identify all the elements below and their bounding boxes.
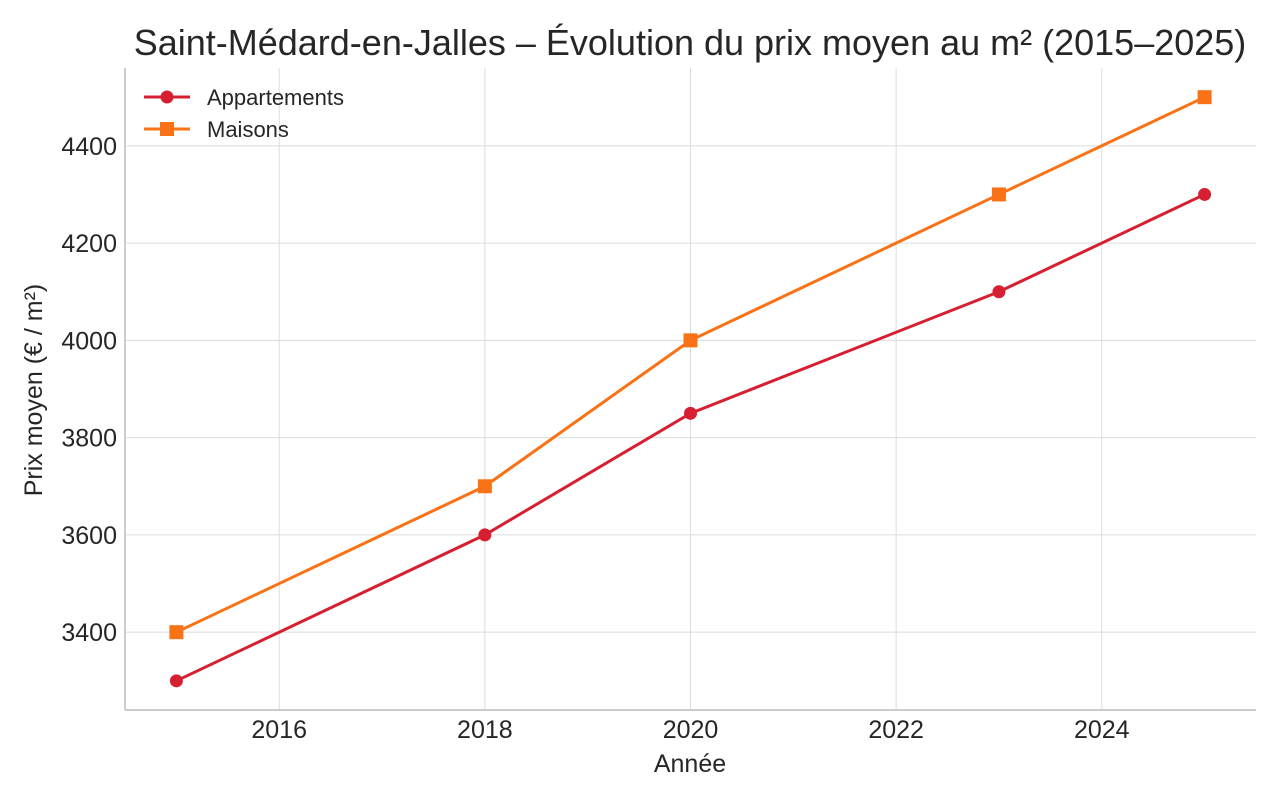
grid [125, 68, 1256, 710]
data-point [992, 285, 1006, 299]
data-point [478, 528, 492, 542]
x-tick-label: 2016 [251, 716, 307, 744]
y-tick-label: 4200 [61, 230, 117, 258]
y-tick-label: 3400 [61, 619, 117, 647]
y-axis-label: Prix moyen (€ / m²) [20, 284, 48, 497]
y-tick-label: 4000 [61, 327, 117, 355]
x-tick-label: 2018 [457, 716, 513, 744]
legend-label: Appartements [207, 85, 344, 110]
axes: 2016 2018 2020 2022 2024 3400 3600 3800 4000 4200… [61, 68, 1256, 744]
x-tick-label: 2024 [1074, 716, 1130, 744]
data-point [684, 406, 697, 420]
data-point [169, 674, 183, 688]
legend: Appartements Maisons [144, 85, 344, 142]
y-tick-label: 3800 [61, 425, 117, 453]
data-point [1197, 90, 1212, 105]
data-point [1198, 187, 1212, 201]
data-point [991, 187, 1006, 202]
data-point [169, 625, 184, 640]
legend-label: Maisons [207, 117, 289, 142]
chart-title: Saint-Médard-en-Jalles – Évolution du pr… [134, 22, 1247, 63]
series-group [169, 90, 1212, 688]
y-tick-label: 3600 [61, 522, 117, 550]
data-point [683, 333, 698, 348]
x-tick-label: 2022 [868, 716, 924, 744]
legend-marker [160, 90, 174, 104]
y-tick-label: 4400 [61, 133, 117, 161]
data-point [477, 479, 492, 494]
legend-marker [160, 122, 174, 136]
x-axis-label: Année [654, 750, 726, 778]
x-tick-label: 2020 [663, 716, 719, 744]
